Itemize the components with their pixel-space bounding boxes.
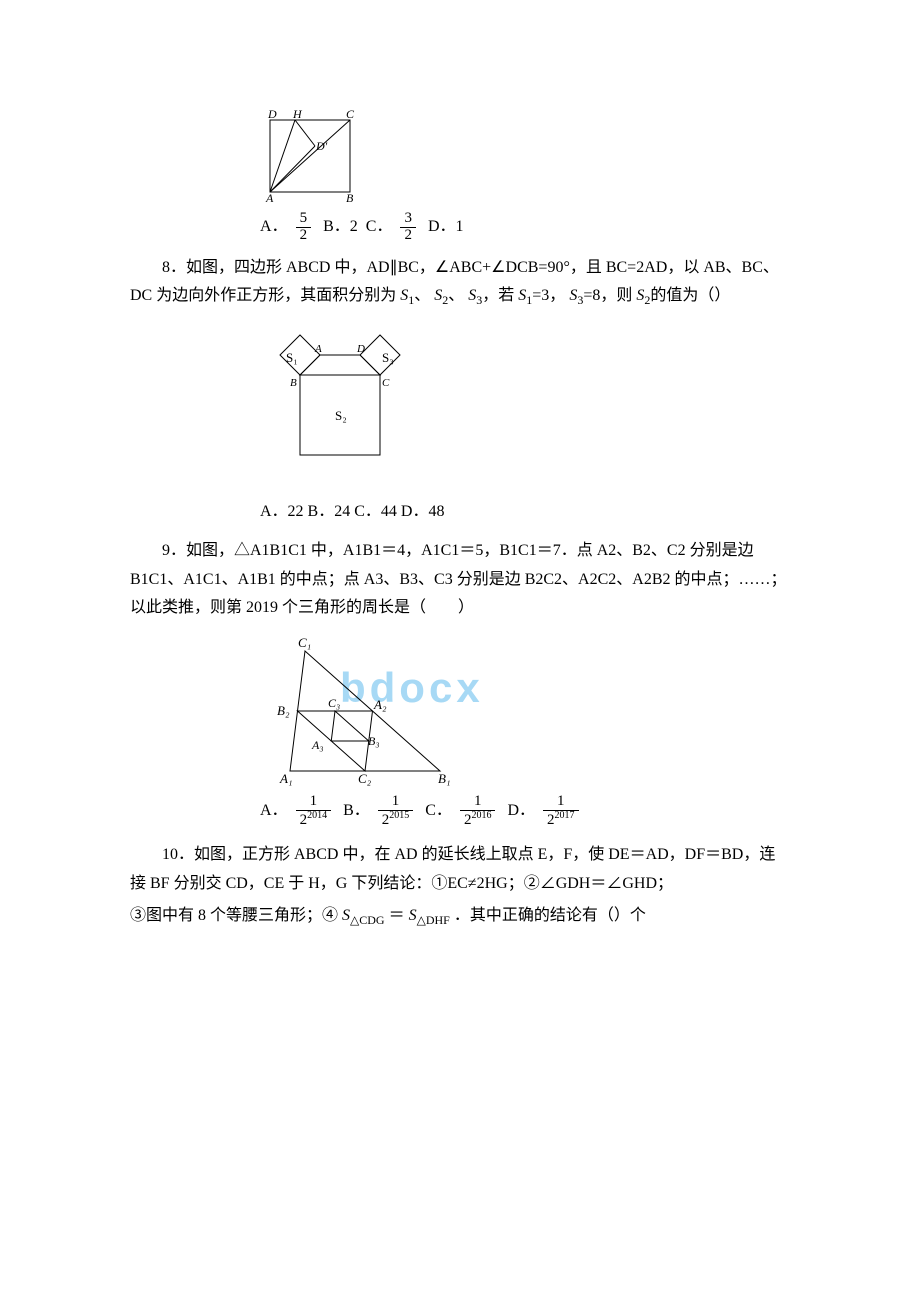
q9-options: A． 1 22014 B． 1 22015 C． 1 22016 D． 1 22… (260, 794, 790, 829)
svg-text:C₁: C₁ (298, 635, 311, 650)
svg-text:D′: D′ (315, 139, 328, 153)
svg-text:A₃: A₃ (311, 738, 324, 752)
q8-options: A．22 B．24 C．44 D．48 (260, 498, 790, 527)
q10-stem-line2: ③图中有 8 个等腰三角形；④ S△CDG ＝ S△DHF ．其中正确的结论有（… (130, 902, 790, 932)
svg-text:C₃: C₃ (328, 696, 340, 710)
svg-text:B: B (346, 191, 354, 203)
svg-text:B₁: B₁ (438, 771, 450, 786)
q9-opt-b-label: B． (343, 802, 370, 819)
svg-text:B₃: B₃ (368, 734, 380, 748)
opt-d: D．1 (428, 218, 464, 235)
svg-text:D: D (356, 343, 365, 355)
opt-a-frac: 5 2 (296, 211, 312, 244)
q9-opt-c-frac: 1 22016 (460, 794, 496, 829)
figure-q9: A₁ B₁ C₁ A₂ B₂ C₂ A₃ B₃ C₃ (260, 631, 790, 786)
q8-stem: 8．如图，四边形 ABCD 中，AD∥BC，∠ABC+∠DCB=90°，且 BC… (130, 254, 790, 313)
figure-q8: S₁ S₃ S₂ A D B C (260, 320, 790, 490)
svg-text:B: B (290, 377, 297, 389)
q9-opt-b-frac: 1 22015 (378, 794, 414, 829)
svg-text:C: C (382, 377, 390, 389)
q7-options: A． 5 2 B．2 C． 3 2 D．1 (260, 211, 790, 244)
q9-stem: 9．如图，△A1B1C1 中，A1B1＝4，A1C1＝5，B1C1＝7．点 A2… (130, 537, 790, 623)
svg-text:C₂: C₂ (358, 771, 372, 786)
q9-opt-c-label: C． (425, 802, 452, 819)
svg-text:C: C (346, 108, 355, 121)
opt-c-label: C． (366, 218, 393, 235)
figure-q7: D H C D′ A B (260, 108, 790, 203)
svg-text:S₃: S₃ (382, 350, 394, 365)
svg-text:A: A (314, 343, 322, 355)
q10-stem-line1: 10．如图，正方形 ABCD 中，在 AD 的延长线上取点 E，F，使 DE＝A… (130, 841, 790, 899)
q9-opt-a-label: A． (260, 802, 288, 819)
svg-text:A₁: A₁ (279, 771, 292, 786)
svg-text:B₂: B₂ (277, 703, 290, 718)
svg-text:S₁: S₁ (286, 350, 298, 365)
svg-text:D: D (267, 108, 277, 121)
q9-opt-a-frac: 1 22014 (296, 794, 332, 829)
svg-text:H: H (292, 108, 303, 121)
svg-text:A₂: A₂ (373, 697, 387, 712)
q9-opt-d-frac: 1 22017 (543, 794, 579, 829)
svg-text:S₂: S₂ (335, 408, 347, 423)
opt-b: B．2 (323, 218, 358, 235)
q9-opt-d-label: D． (507, 802, 535, 819)
opt-c-frac: 3 2 (400, 211, 416, 244)
svg-text:A: A (265, 191, 274, 203)
opt-a-label: A． (260, 218, 288, 235)
